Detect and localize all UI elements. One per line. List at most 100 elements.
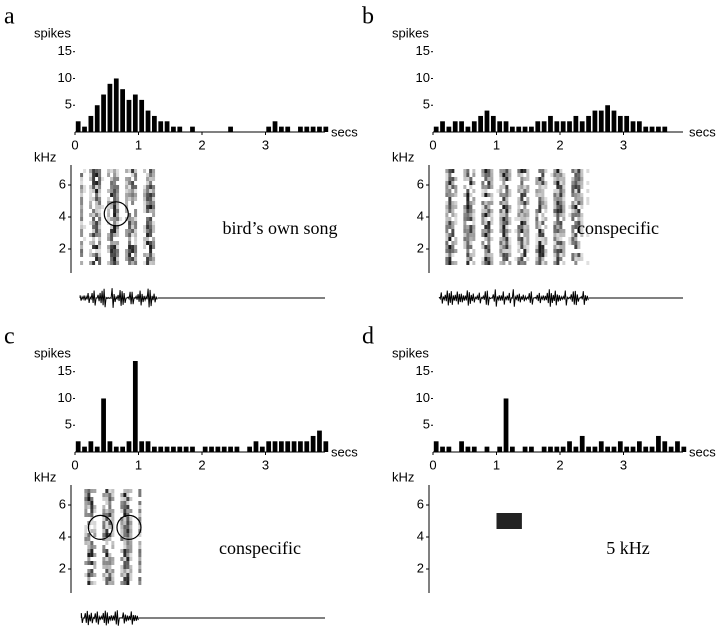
spectrogram-cell xyxy=(487,201,491,205)
spectrogram-cell xyxy=(454,205,458,209)
spectrogram-cell xyxy=(526,225,530,229)
spectrogram-cell xyxy=(445,249,449,253)
spectrogram-cell xyxy=(123,529,127,533)
spectrogram-cell xyxy=(535,241,539,245)
spectrogram-cell xyxy=(499,225,503,229)
spectrogram-cell xyxy=(535,221,539,225)
spectrogram-cell xyxy=(499,213,503,217)
spectrogram-cell xyxy=(98,237,102,241)
spectrogram-cell xyxy=(134,169,138,173)
spectrogram-cell xyxy=(119,217,123,221)
spectrogram-cell xyxy=(562,261,566,265)
spectrogram-cell xyxy=(146,181,150,185)
spectrogram-cell xyxy=(577,213,581,217)
spectrogram-cell xyxy=(149,189,153,193)
histogram-bar xyxy=(171,446,176,452)
spectrogram-cell xyxy=(93,509,97,513)
spectrogram-cell xyxy=(559,169,563,173)
spectrogram-cell xyxy=(105,565,109,569)
spectrogram-y-tick-label: 4 xyxy=(59,528,66,543)
x-tick-label: 3 xyxy=(620,457,627,472)
spectrogram-cell xyxy=(451,181,455,185)
spectrogram-cell xyxy=(80,189,84,193)
spectrogram-cell xyxy=(80,229,84,233)
spectrogram-cell xyxy=(116,193,120,197)
spectrogram-cell xyxy=(448,253,452,257)
spectrogram-cell xyxy=(98,257,102,261)
histogram-bar xyxy=(510,126,515,132)
spectrogram-cell xyxy=(538,185,542,189)
spectrogram-cell xyxy=(445,257,449,261)
spectrogram-cell xyxy=(580,217,584,221)
spectrogram-cell xyxy=(105,537,109,541)
spectrogram-cell xyxy=(92,169,96,173)
spectrogram-cell xyxy=(90,545,94,549)
spectrogram-cell xyxy=(541,173,545,177)
x-axis-label: secs xyxy=(689,444,716,459)
stimulus-label: bird’s own song xyxy=(222,218,337,238)
spectrogram-cell xyxy=(93,553,97,557)
spectrogram-cell xyxy=(108,537,112,541)
spectrogram-cell xyxy=(90,521,94,525)
spectrogram-cell xyxy=(454,189,458,193)
spectrogram-cell xyxy=(149,229,153,233)
spectrogram-cell xyxy=(541,185,545,189)
spectrogram-cell xyxy=(574,185,578,189)
spectrogram-cell xyxy=(535,213,539,217)
histogram-bar xyxy=(101,94,106,132)
spectrogram-cell xyxy=(113,209,117,213)
spectrogram-cell xyxy=(580,201,584,205)
spectrogram-cell xyxy=(553,229,557,233)
spectrogram-cell xyxy=(113,229,117,233)
spectrogram-cell xyxy=(586,197,590,201)
spectrogram-cell xyxy=(508,193,512,197)
spectrogram-cell xyxy=(92,217,96,221)
spectrogram-cell xyxy=(487,249,491,253)
spectrogram-cell xyxy=(481,193,485,197)
spectrogram-cell xyxy=(146,261,150,265)
spectrogram-cell xyxy=(123,541,127,545)
spectrogram-cell xyxy=(562,209,566,213)
spectrogram-cell xyxy=(541,241,545,245)
spectrogram-cell xyxy=(556,249,560,253)
spectrogram-cell xyxy=(502,249,506,253)
spectrogram-cell xyxy=(108,497,112,501)
histogram-bar xyxy=(75,441,81,452)
spectrogram-cell xyxy=(123,489,127,493)
y-tick-label: 15 xyxy=(416,43,430,58)
spectrogram-cell xyxy=(152,169,156,173)
spectrogram-cell xyxy=(553,197,557,201)
spectrogram-cell xyxy=(526,213,530,217)
histogram-bar xyxy=(662,126,668,132)
spectrogram-cell xyxy=(541,253,545,257)
x-tick-label: 1 xyxy=(135,457,142,472)
spectrogram-cell xyxy=(129,545,133,549)
spectrogram-cell xyxy=(128,241,132,245)
spectrogram-cell xyxy=(544,237,548,241)
spectrogram-cell xyxy=(89,241,93,245)
spectrogram-cell xyxy=(105,581,109,585)
spectrogram-cell xyxy=(469,237,473,241)
spectrogram-cell xyxy=(469,245,473,249)
spectrogram-cell xyxy=(113,253,117,257)
spectrogram-cell xyxy=(541,177,545,181)
spectrogram-cell xyxy=(138,553,142,557)
histogram-bar xyxy=(446,126,452,132)
spectrogram-cell xyxy=(454,193,458,197)
spectrogram-cell xyxy=(556,245,560,249)
x-tick-label: 0 xyxy=(429,457,436,472)
spectrogram-cell xyxy=(463,213,467,217)
histogram-bar xyxy=(579,121,585,132)
spectrogram-cell xyxy=(535,261,539,265)
spectrogram-cell xyxy=(517,173,521,177)
spectrogram-cell xyxy=(502,197,506,201)
y-axis-label: spikes xyxy=(34,25,71,40)
spectrogram-cell xyxy=(499,201,503,205)
spectrogram-cell xyxy=(95,245,99,249)
spectrogram-cell xyxy=(559,189,563,193)
spectrogram-cell xyxy=(553,209,557,213)
spectrogram-cell xyxy=(84,537,88,541)
spectrogram-cell xyxy=(556,213,560,217)
spectrogram-cell xyxy=(499,189,503,193)
